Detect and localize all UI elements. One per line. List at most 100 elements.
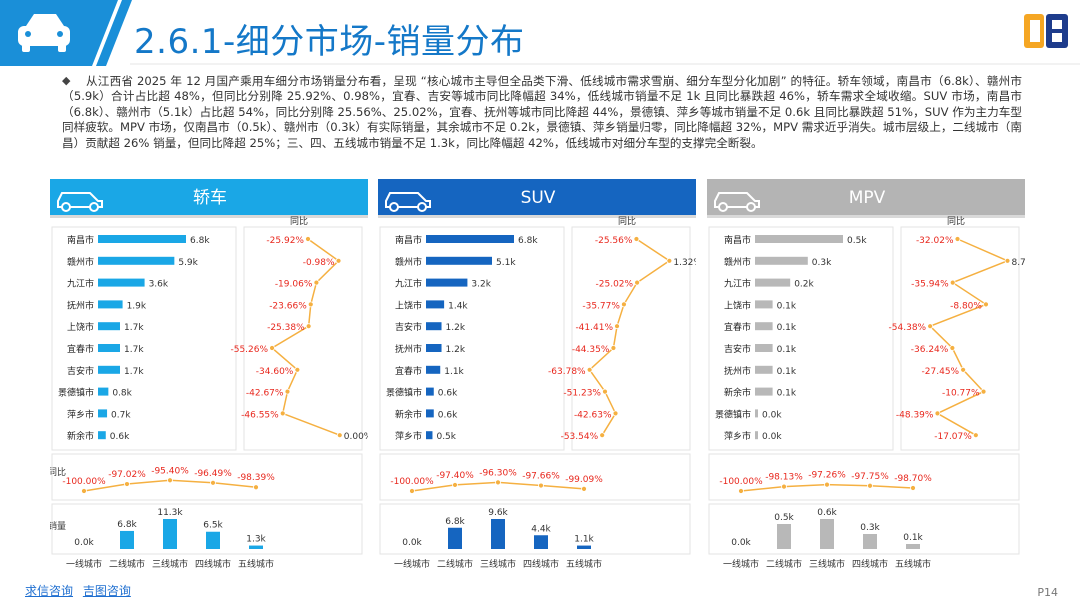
tier-yoy-point [81,488,87,494]
city-value-label: 0.6k [438,389,458,399]
footer-link-qiuxin[interactable]: 求信咨询 [25,584,74,598]
city-bar [755,344,773,352]
tier-sales-bar [206,531,220,549]
tier-yoy-label: -95.40% [151,466,189,476]
yoy-label: -51.23% [563,389,601,399]
tier-yoy-label: -97.40% [436,471,474,481]
city-value-label: 1.4k [448,301,468,311]
yoy-point [279,410,286,417]
tier-yoy-label: -98.70% [894,474,932,484]
yoy-label: -55.26% [230,345,268,355]
yoy-point [336,432,343,439]
header-banner [0,0,1080,66]
city-bar [426,409,434,418]
tier-yoy-label: -100.00% [719,477,763,487]
city-bar [426,322,442,331]
city-value-label: 0.6k [438,410,458,420]
yoy-point [612,410,619,417]
yoy-label: -8.80% [950,301,982,311]
yoy-title: 同比 [618,215,636,227]
tier-category-label: 一线城市 [723,558,759,570]
city-bar-frame [51,226,237,451]
city-label: 吉安市 [395,321,422,333]
tier-yoy-point [581,485,587,492]
mpv-panel: MPV 南昌市 0.5k 赣州市 0.3k 九江市 0.2k 上饶市 0.1k 宜春市 0.1k 吉安… [707,179,1025,579]
city-bar [426,278,468,287]
city-label: 萍乡市 [724,430,751,442]
tier-yoy-point [824,481,830,488]
city-bar [426,300,445,309]
yoy-point [634,279,641,286]
city-value-label: 1.9k [127,301,147,311]
panel-header [707,179,1025,215]
city-label: 萍乡市 [67,408,94,420]
yoy-point [927,323,934,330]
yoy-point [335,257,342,264]
city-label: 九江市 [395,278,422,290]
tier-yoy-point [910,485,916,491]
tier-value-label: 9.6k [488,508,508,518]
yoy-label: 0.00% [344,432,368,442]
yoy-point [307,301,314,308]
city-label: 新余市 [395,408,422,420]
yoy-label: 1.32% [673,258,696,268]
tier-sales-axis-label: 销量 [50,520,66,532]
yoy-label: -23.66% [269,301,307,311]
icon-wheel [417,202,427,212]
tier-yoy-label: -97.02% [108,470,146,480]
yoy-frame [900,226,1020,451]
tier-yoy-label: -97.26% [808,471,846,481]
panel-header-shadow [707,215,1025,218]
tier-yoy-label: -97.75% [851,472,889,482]
city-bar [426,344,442,352]
city-value-label: 1.7k [124,367,144,377]
city-label: 上饶市 [724,299,751,311]
panel-header-shadow [378,215,696,218]
tier-category-label: 三线城市 [480,558,516,570]
footer-links: 求信咨询 吉图咨询 [25,582,137,599]
tier-yoy-axis-label: 同比 [50,466,66,478]
yoy-point [983,301,989,308]
tier-yoy-label: -97.66% [522,472,560,482]
tier-sales-frame [379,503,691,555]
yoy-label: -27.45% [922,367,960,377]
tier-sales-bar [120,530,134,549]
page-header: 2.6.1-细分市场-销量分布 [0,0,1080,66]
tier-value-label: 0.5k [774,513,794,523]
city-bar [426,387,434,396]
tier-sales-frame [708,503,1020,555]
city-bar [426,235,514,243]
tier-yoy-label: -96.30% [479,468,517,478]
tier-yoy-point [167,477,173,484]
tier-sales-bar [906,544,920,549]
suv-chart: SUV 南昌市 6.8k 赣州市 5.1k 九江市 3.2k 上饶市 1.4k 吉安市 1.2k 抚州… [378,179,696,570]
tier-value-label: 1.3k [246,535,266,545]
city-bar [755,409,758,418]
tier-sales-frame [51,503,363,555]
tier-category-label: 五线城市 [238,558,274,570]
tier-yoy-frame [379,453,691,501]
city-label: 赣州市 [395,256,422,268]
tier-category-label: 一线城市 [394,558,430,570]
footer-link-jitu[interactable]: 吉图咨询 [82,584,131,598]
city-bar [755,235,843,243]
yoy-label: -42.63% [574,410,612,420]
yoy-point [949,279,956,286]
page-title: 2.6.1-细分市场-销量分布 [134,22,525,62]
yoy-label: -35.77% [582,301,620,311]
city-bar [755,300,773,309]
tier-category-label: 五线城市 [895,558,931,570]
tier-sales-bar [448,527,462,549]
city-bar [426,431,433,440]
tier-category-label: 三线城市 [152,558,188,570]
city-bar [426,256,492,265]
city-bar [98,387,109,396]
tier-yoy-point [253,484,259,491]
yoy-point [294,366,301,373]
city-value-label: 3.2k [471,280,491,290]
city-value-label: 0.0k [762,432,782,442]
city-bar [98,235,186,243]
yoy-point [269,345,275,351]
city-label: 赣州市 [724,256,751,268]
icon-wheel [718,202,728,212]
